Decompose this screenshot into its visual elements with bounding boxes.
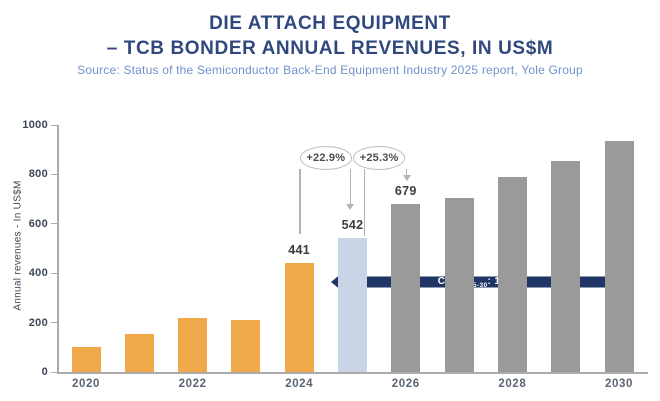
y-tick-label: 0 [41, 366, 48, 378]
source-caption: Source: Status of the Semiconductor Back… [77, 63, 583, 77]
x-axis-line [57, 372, 648, 374]
x-tick-label: 2020 [72, 378, 100, 390]
y-axis-title: Annual revenues - In US$M [12, 180, 24, 311]
cagr-subscript: 25-30 [468, 282, 488, 289]
x-tick-label: 2022 [178, 378, 207, 390]
bar-value-label: 441 [288, 243, 311, 258]
growth-annotation: +22.9% [299, 146, 352, 170]
bar-2029 [551, 160, 581, 372]
y-tick-mark [51, 223, 57, 225]
growth-annotation: +25.3% [353, 146, 406, 170]
bar-2023 [231, 320, 261, 372]
bar-2028 [497, 176, 527, 372]
page-title: DIE ATTACH EQUIPMENT – TCB BONDER ANNUAL… [0, 11, 660, 61]
y-tick-mark [51, 371, 57, 373]
x-tick-label: 2030 [605, 378, 633, 390]
bar-2027 [444, 197, 474, 372]
x-tick-label: 2026 [391, 378, 420, 390]
bar-2026 [391, 204, 421, 372]
y-tick-label: 400 [28, 267, 48, 280]
y-tick-mark [51, 272, 57, 274]
bar-2025 [338, 238, 367, 372]
bar-2020 [71, 347, 101, 372]
title-line-1: DIE ATTACH EQUIPMENT [209, 13, 451, 34]
bar-value-label: 542 [341, 218, 364, 233]
y-tick-label: 200 [28, 316, 48, 329]
title-line-2: – TCB BONDER ANNUAL REVENUES, IN US$M [106, 38, 554, 59]
x-tick-label: 2028 [498, 378, 527, 390]
bar-value-label: 679 [394, 184, 417, 199]
y-axis-line [57, 125, 59, 372]
bar-2024 [284, 263, 314, 372]
annotation-connector-line [363, 169, 365, 236]
bar-2022 [178, 317, 208, 372]
bar-2030 [604, 141, 634, 372]
annotation-arrow-line [349, 169, 351, 205]
y-tick-label: 600 [28, 217, 48, 230]
bar-2021 [124, 333, 154, 372]
y-tick-mark [51, 173, 57, 176]
annotation-arrowhead-icon [402, 175, 411, 181]
annotation-connector-line [299, 169, 301, 234]
annotation-arrowhead-icon [346, 204, 355, 210]
y-tick-mark [51, 322, 57, 324]
y-tick-label: 800 [28, 168, 48, 181]
x-tick-label: 2024 [285, 378, 314, 390]
y-tick-mark [51, 124, 57, 126]
annotation-arrow-line [405, 169, 408, 176]
y-tick-label: 1000 [22, 119, 48, 131]
